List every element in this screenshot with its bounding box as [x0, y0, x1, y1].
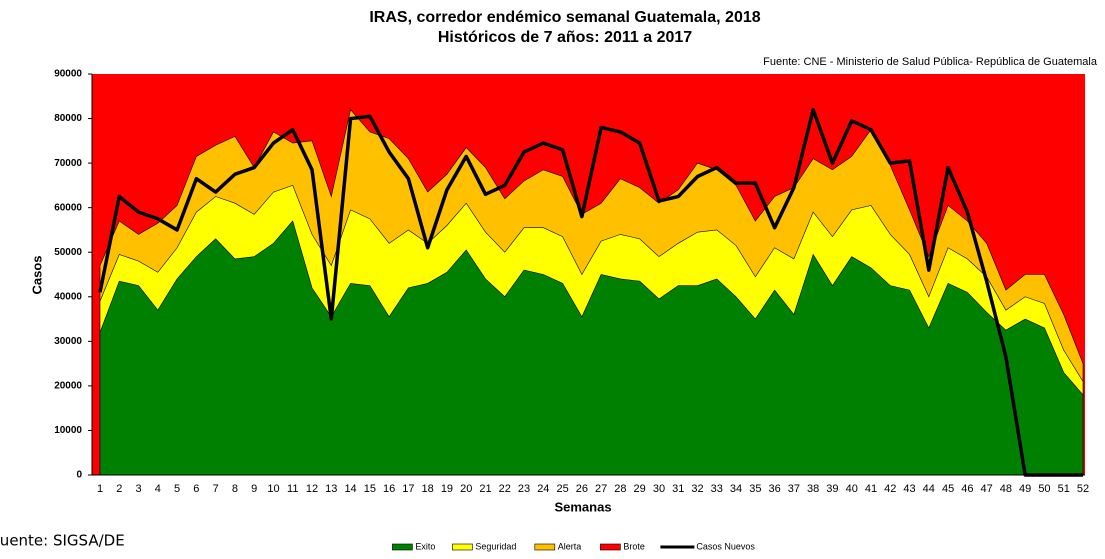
- x-tick-label: 16: [383, 483, 395, 495]
- x-tick-label: 20: [460, 483, 472, 495]
- x-tick-label: 27: [595, 483, 607, 495]
- area: [99, 220, 1084, 476]
- x-tick-label: 38: [807, 483, 819, 495]
- x-tick-label: 45: [942, 483, 954, 495]
- x-tick-label: 34: [730, 483, 742, 495]
- y-tick-label: 10000: [54, 425, 82, 436]
- legend-label: Seguridad: [475, 541, 516, 551]
- x-tick-label: 17: [402, 483, 414, 495]
- x-tick-label: 37: [788, 483, 800, 495]
- x-tick-label: 28: [614, 483, 626, 495]
- x-axis-label: Semanas: [554, 499, 611, 514]
- x-tick-label: 19: [441, 483, 453, 495]
- y-tick-label: 0: [76, 470, 82, 481]
- x-tick-label: 25: [556, 483, 568, 495]
- x-tick-label: 35: [749, 483, 761, 495]
- y-tick-label: 50000: [54, 247, 82, 258]
- y-tick-label: 60000: [54, 202, 82, 213]
- x-tick-label: 36: [768, 483, 780, 495]
- x-tick-label: 50: [1038, 483, 1050, 495]
- x-tick-label: 11: [287, 483, 298, 495]
- x-tick-label: 9: [251, 483, 257, 495]
- source-top: Fuente: CNE - Ministerio de Salud Públic…: [763, 56, 1098, 68]
- source-bottom: Fuente: SIGSA/DE: [0, 532, 125, 550]
- x-tick-label: 31: [672, 483, 684, 495]
- x-tick-label: 6: [193, 483, 199, 495]
- x-tick-label: 14: [344, 483, 356, 495]
- chart-subtitle: Históricos de 7 años: 2011 a 2017: [438, 29, 692, 46]
- x-tick-label: 32: [691, 483, 703, 495]
- y-tick-label: 40000: [54, 291, 82, 302]
- x-tick-label: 40: [846, 483, 858, 495]
- legend-swatch: [600, 543, 621, 551]
- x-tick-label: 33: [711, 483, 723, 495]
- x-tick-label: 51: [1058, 483, 1070, 495]
- x-tick-label: 3: [135, 483, 141, 495]
- y-tick-label: 70000: [54, 158, 82, 169]
- x-tick-label: 5: [174, 483, 180, 495]
- chart-title: IRAS, corredor endémico semanal Guatemal…: [369, 9, 760, 26]
- legend-label: Alerta: [558, 541, 582, 551]
- legend-swatch: [392, 543, 413, 551]
- legend-swatch: [534, 543, 556, 551]
- x-tick-label: 49: [1019, 483, 1031, 495]
- x-tick-label: 39: [826, 483, 838, 495]
- x-tick-label: 24: [537, 483, 549, 495]
- x-tick-label: 41: [865, 483, 877, 495]
- x-tick-label: 47: [981, 483, 993, 495]
- legend-label: Casos Nuevos: [696, 541, 755, 551]
- y-tick-label: 80000: [54, 113, 82, 124]
- y-axis-label: Casos: [29, 255, 44, 294]
- x-tick-label: 7: [213, 483, 219, 495]
- x-tick-label: 42: [884, 483, 896, 495]
- x-tick-label: 15: [364, 483, 376, 495]
- legend-swatch: [452, 543, 473, 551]
- x-tick-label: 8: [232, 483, 238, 495]
- x-tick-label: 22: [499, 483, 511, 495]
- legend-label: Exito: [415, 541, 435, 551]
- x-tick-label: 30: [653, 483, 665, 495]
- x-tick-label: 18: [422, 483, 434, 495]
- legend-label: Brote: [623, 541, 645, 551]
- line: [98, 107, 1083, 477]
- y-tick-label: 30000: [54, 336, 82, 347]
- x-tick-label: 48: [1000, 483, 1012, 495]
- x-tick-label: 23: [518, 483, 530, 495]
- x-tick-label: 52: [1077, 483, 1089, 495]
- y-tick-label: 20000: [54, 381, 82, 392]
- x-tick-label: 29: [634, 483, 646, 495]
- y-tick-label: 90000: [54, 69, 82, 80]
- x-tick-label: 1: [97, 483, 103, 495]
- x-tick-label: 12: [306, 483, 318, 495]
- x-tick-label: 2: [116, 483, 122, 495]
- x-tick-label: 13: [325, 483, 337, 495]
- x-tick-label: 4: [155, 483, 161, 495]
- x-tick-label: 43: [903, 483, 915, 495]
- x-tick-label: 26: [576, 483, 588, 495]
- x-tick-label: 44: [923, 483, 935, 495]
- x-tick-label: 21: [479, 483, 491, 495]
- x-tick-label: 46: [961, 483, 973, 495]
- x-tick-label: 10: [267, 483, 279, 495]
